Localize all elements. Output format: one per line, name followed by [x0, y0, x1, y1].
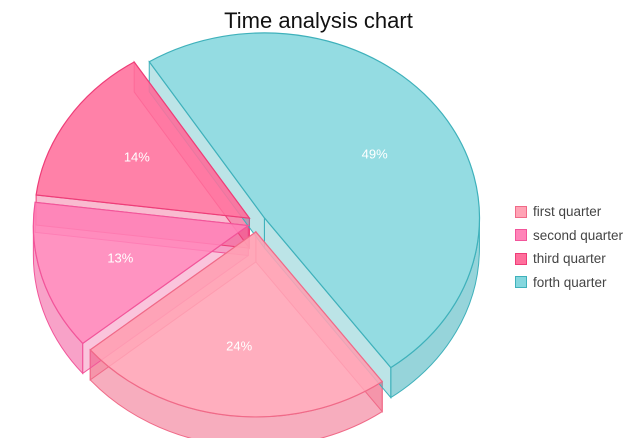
legend-label: second quarter: [533, 227, 624, 243]
legend-item[interactable]: first quarter: [515, 200, 623, 224]
slice-label: 14%: [124, 150, 150, 165]
slice-label: 49%: [362, 146, 388, 161]
legend-item[interactable]: forth quarter: [515, 271, 623, 295]
legend-swatch: [515, 252, 527, 265]
pie-slice[interactable]: [35, 61, 251, 219]
legend-swatch: [515, 205, 527, 218]
pie-slice[interactable]: [32, 201, 250, 345]
legend-swatch: [515, 229, 527, 242]
legend-label: forth quarter: [533, 274, 607, 290]
legend-label: first quarter: [533, 204, 602, 220]
legend-item[interactable]: second quarter: [515, 224, 623, 248]
pie-slices: 24% 13% 14% 49%: [32, 32, 481, 438]
slice-label: 24%: [226, 339, 252, 354]
legend-swatch: [515, 276, 527, 289]
chart-title: Time analysis chart: [224, 8, 413, 33]
pie-slice[interactable]: [148, 32, 481, 369]
legend: first quarter second quarter third quart…: [515, 200, 623, 294]
pie-slice[interactable]: [89, 231, 384, 418]
legend-item[interactable]: third quarter: [515, 247, 623, 271]
legend-label: third quarter: [533, 251, 606, 267]
slice-label: 13%: [107, 251, 133, 266]
